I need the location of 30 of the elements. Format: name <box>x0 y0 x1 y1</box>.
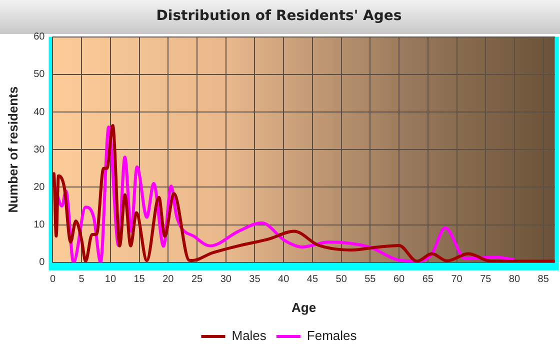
legend-label: Males <box>232 328 267 344</box>
x-tick-label: 30 <box>220 274 232 286</box>
x-tick-label: 80 <box>508 274 520 286</box>
y-tick-label: 50 <box>34 69 46 80</box>
x-tick-label: 50 <box>336 274 348 286</box>
y-tick-label: 60 <box>34 32 46 43</box>
x-axis-title: Age <box>292 300 316 315</box>
y-axis-title: Number of residents <box>5 86 20 213</box>
x-tick-label: 55 <box>364 274 376 286</box>
x-tick-label: 85 <box>538 274 550 286</box>
y-tick-label: 0 <box>39 257 46 268</box>
chart-title: Distribution of Residents' Ages <box>156 8 402 24</box>
legend-label: Females <box>306 328 358 344</box>
x-tick-label: 65 <box>422 274 434 286</box>
x-tick-label: 75 <box>480 274 492 286</box>
x-tick-label: 15 <box>134 274 146 286</box>
x-tick-label: 0 <box>50 274 56 286</box>
x-tick-label: 25 <box>191 274 204 286</box>
x-tick-label: 20 <box>162 274 174 286</box>
y-tick-label: 20 <box>34 182 46 193</box>
y-tick-label: 40 <box>34 106 46 118</box>
x-tick-label: 35 <box>249 274 261 286</box>
x-tick-label: 40 <box>278 274 290 286</box>
x-tick-label: 5 <box>78 274 85 286</box>
x-tick-label: 45 <box>306 274 318 286</box>
x-tick-label: 10 <box>104 274 116 286</box>
y-tick-label: 10 <box>34 220 46 231</box>
x-tick-label: 60 <box>393 274 406 286</box>
y-tick-label: 30 <box>34 144 46 156</box>
x-tick-label: 70 <box>451 274 463 286</box>
